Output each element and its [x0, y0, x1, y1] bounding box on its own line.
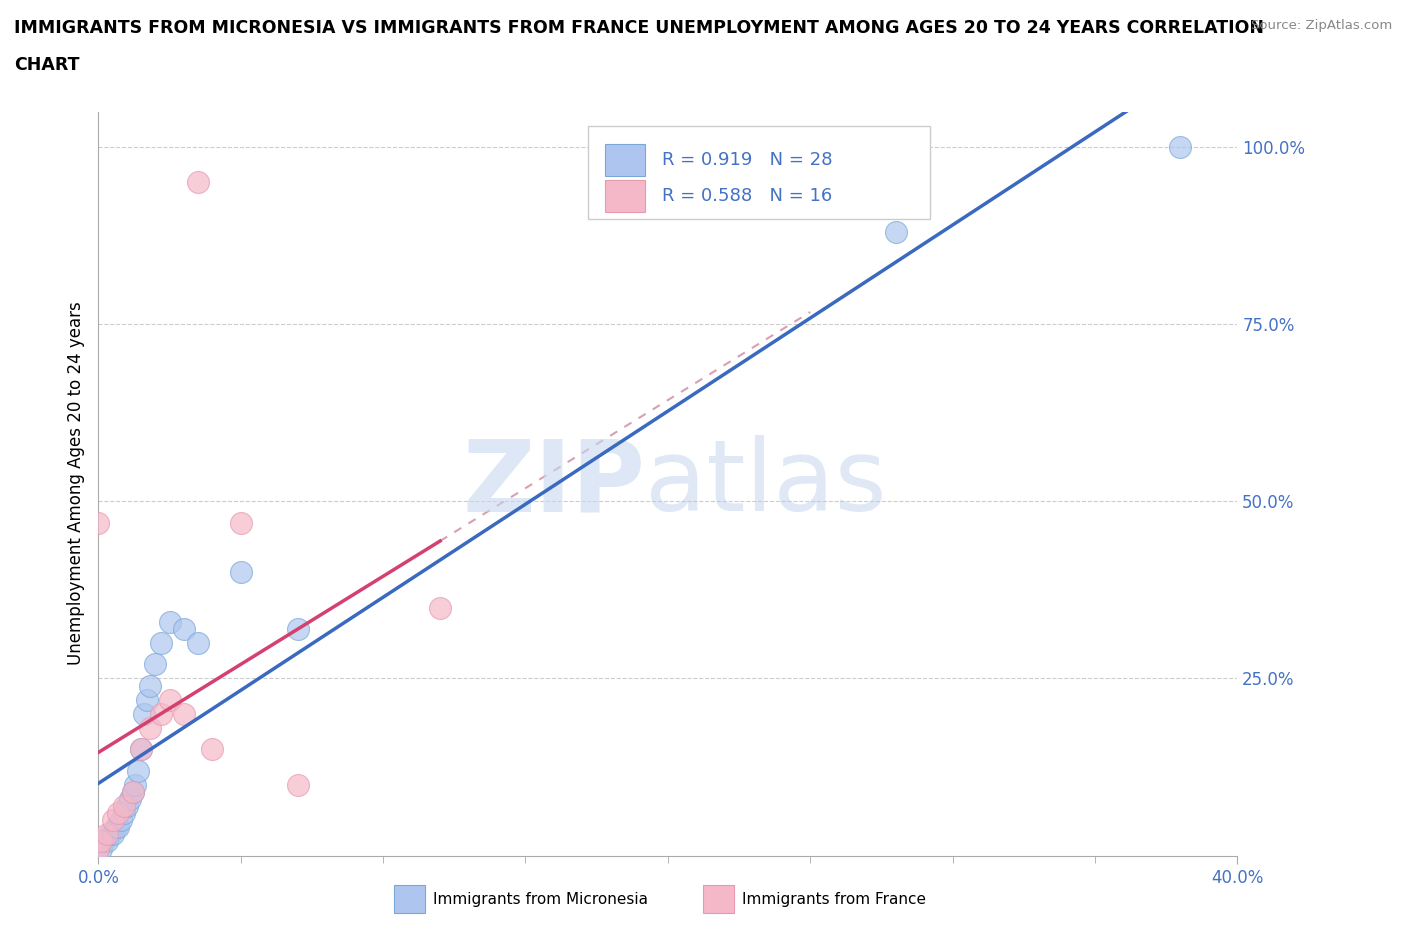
Point	[107, 820, 129, 835]
Point	[121, 784, 143, 799]
Point	[121, 784, 143, 799]
Point	[110, 813, 132, 828]
FancyBboxPatch shape	[605, 179, 645, 212]
Point	[107, 805, 129, 820]
Point	[129, 742, 152, 757]
Text: Source: ZipAtlas.com: Source: ZipAtlas.com	[1251, 19, 1392, 32]
Point	[150, 635, 173, 650]
Text: IMMIGRANTS FROM MICRONESIA VS IMMIGRANTS FROM FRANCE UNEMPLOYMENT AMONG AGES 20 : IMMIGRANTS FROM MICRONESIA VS IMMIGRANTS…	[14, 19, 1264, 36]
Point	[101, 827, 124, 842]
Point	[93, 834, 115, 849]
Text: R = 0.588   N = 16: R = 0.588 N = 16	[662, 187, 832, 205]
Text: R = 0.919   N = 28: R = 0.919 N = 28	[662, 151, 832, 169]
Text: Immigrants from Micronesia: Immigrants from Micronesia	[433, 892, 648, 907]
Point	[159, 615, 181, 630]
FancyBboxPatch shape	[605, 144, 645, 176]
Point	[127, 764, 149, 778]
Point	[138, 721, 160, 736]
Point	[287, 777, 309, 792]
Point	[96, 827, 118, 842]
Point	[229, 515, 252, 530]
Point	[90, 841, 112, 856]
Point	[187, 635, 209, 650]
Point	[98, 827, 121, 842]
Point	[96, 834, 118, 849]
Point	[129, 742, 152, 757]
Text: atlas: atlas	[645, 435, 887, 532]
Y-axis label: Unemployment Among Ages 20 to 24 years: Unemployment Among Ages 20 to 24 years	[66, 301, 84, 666]
Text: Immigrants from France: Immigrants from France	[742, 892, 927, 907]
Point	[201, 742, 224, 757]
Point	[159, 692, 181, 707]
Point	[132, 707, 155, 722]
Point	[173, 621, 195, 636]
Point	[118, 791, 141, 806]
Point	[429, 600, 451, 615]
Text: CHART: CHART	[14, 56, 80, 73]
Point	[104, 820, 127, 835]
Point	[145, 657, 167, 671]
Point	[112, 805, 135, 820]
Point	[173, 707, 195, 722]
Point	[87, 841, 110, 856]
Point	[90, 834, 112, 849]
Point	[138, 678, 160, 693]
Point	[229, 565, 252, 579]
FancyBboxPatch shape	[588, 126, 929, 219]
Point	[101, 813, 124, 828]
Point	[115, 799, 138, 814]
Point	[87, 515, 110, 530]
Point	[1170, 140, 1192, 154]
Point	[112, 799, 135, 814]
Point	[187, 175, 209, 190]
Text: ZIP: ZIP	[463, 435, 645, 532]
Point	[124, 777, 146, 792]
Point	[135, 692, 157, 707]
Point	[287, 621, 309, 636]
Point	[884, 225, 907, 240]
Point	[87, 841, 110, 856]
Point	[150, 707, 173, 722]
